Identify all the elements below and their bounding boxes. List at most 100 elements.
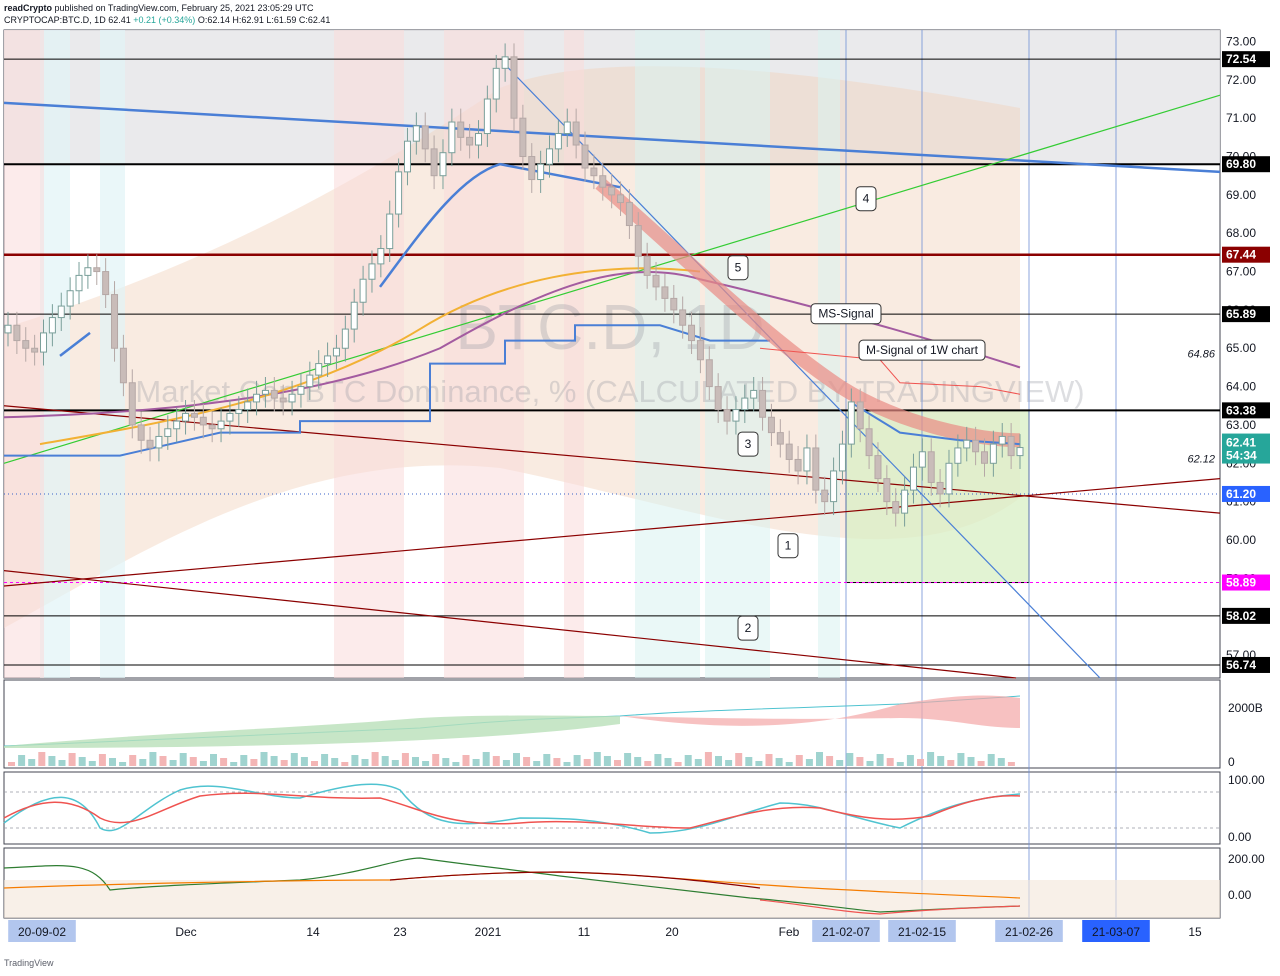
volume-bar: [8, 762, 15, 766]
volume-bar: [906, 755, 914, 766]
volume-bar: [210, 754, 217, 766]
candle-body: [1007, 435, 1015, 457]
time-tick-label: 11: [578, 925, 591, 939]
tv-brand: TradingView: [4, 958, 54, 968]
time-axis: 20-09-02 Dec 14 23 2021 11 20 Feb 21-02-07 21-02-…: [8, 920, 1202, 942]
price-axis: 57.0058.0059.0060.0061.0062.0063.0064.00…: [1222, 35, 1270, 902]
price-chart[interactable]: BTC.D, 1D Market Cap BTC Dominance, % (C…: [0, 28, 1280, 956]
candle: [634, 212, 642, 270]
volume-bar: [270, 756, 278, 766]
orange-ma: [39, 267, 701, 446]
volume-bar: [311, 761, 318, 766]
volume-bar: [432, 754, 440, 766]
candle-body: [670, 297, 678, 311]
level-tag-text: 56.74: [1226, 658, 1256, 672]
watermark-symbol: BTC.D, 1D: [455, 291, 764, 363]
volume-bar: [331, 758, 339, 766]
time-tick-label: 15: [1188, 925, 1202, 939]
symbol-info: CRYPTOCAP:BTC.D, 1D 62.41 +0.21 (+0.34%)…: [4, 15, 330, 25]
red-stripe: [4, 30, 44, 678]
volume-bar: [230, 762, 238, 766]
candle-body: [128, 382, 136, 426]
candle-body: [1016, 447, 1024, 457]
candle: [838, 430, 846, 485]
candle-body: [40, 332, 48, 353]
volume-bar: [543, 754, 551, 766]
candle-body: [634, 225, 642, 257]
candle-body: [927, 451, 935, 483]
candle: [812, 434, 820, 504]
candle-body: [483, 98, 491, 135]
candle: [519, 104, 527, 170]
candle: [84, 254, 92, 289]
volume-bar: [68, 753, 76, 766]
level-tag: 67.44: [1222, 246, 1270, 263]
candle: [57, 292, 65, 331]
volume-bar: [896, 762, 904, 766]
volume-bar: [553, 758, 561, 766]
volume-bar: [957, 753, 965, 766]
volume-bar: [917, 759, 924, 766]
volume-bar: [624, 753, 632, 766]
blue-cloud-line: [59, 162, 621, 357]
volume-bar: [694, 759, 702, 766]
candle-body: [93, 267, 101, 273]
time-tick-label: Dec: [175, 925, 196, 939]
candle-body: [546, 148, 554, 165]
callout-box: [810, 303, 882, 325]
indicator-2-tick: 0.00: [1228, 830, 1252, 844]
indicator-1-green-cloud: [4, 715, 620, 748]
candle: [244, 388, 252, 424]
volume-bar: [58, 760, 66, 766]
volume-bar: [199, 761, 207, 766]
candle: [235, 396, 243, 427]
candle-body: [510, 56, 518, 119]
candle: [1007, 423, 1015, 470]
volume-bar: [300, 757, 308, 766]
candle: [350, 288, 358, 343]
candle-body: [590, 167, 598, 177]
candle: [253, 380, 261, 416]
candle-body: [794, 458, 802, 472]
candle-body: [235, 409, 243, 414]
candle: [111, 281, 119, 362]
candle: [306, 361, 314, 401]
volume-bar: [28, 759, 36, 766]
volume-bar: [18, 755, 26, 766]
candle-body: [448, 121, 456, 154]
publish-info: readCrypto published on TradingView.com,…: [4, 3, 314, 13]
date-tag-bg: [812, 920, 880, 942]
candle-body: [838, 443, 846, 472]
volume-bar: [846, 753, 854, 766]
candle: [581, 131, 589, 182]
candle-body: [173, 420, 181, 430]
candle-body: [31, 347, 39, 353]
candle-body: [963, 439, 971, 449]
candle: [403, 127, 411, 186]
candle: [759, 377, 767, 431]
candle-body: [705, 359, 713, 388]
candles: [4, 43, 1024, 527]
candle: [421, 112, 429, 163]
callout-text: 1: [785, 539, 792, 553]
candle: [918, 438, 926, 481]
candle: [989, 430, 997, 477]
candle-body: [155, 435, 163, 449]
volume-bar: [634, 757, 642, 766]
candle-body: [954, 447, 962, 464]
candle: [492, 54, 500, 113]
candle: [22, 327, 30, 362]
price-tick-label: 71.00: [1226, 111, 1256, 125]
candle: [119, 334, 127, 397]
candle: [696, 327, 704, 374]
volume-bar: [654, 754, 662, 766]
volume-bar: [260, 752, 268, 766]
level-tag-bg: [1222, 306, 1270, 323]
candle-body: [403, 140, 411, 173]
level-tag-text: 61.20: [1226, 487, 1256, 501]
candle-body: [865, 428, 873, 457]
candle-body: [119, 347, 127, 384]
volume-bar: [513, 753, 520, 766]
volume-bar: [290, 753, 298, 766]
